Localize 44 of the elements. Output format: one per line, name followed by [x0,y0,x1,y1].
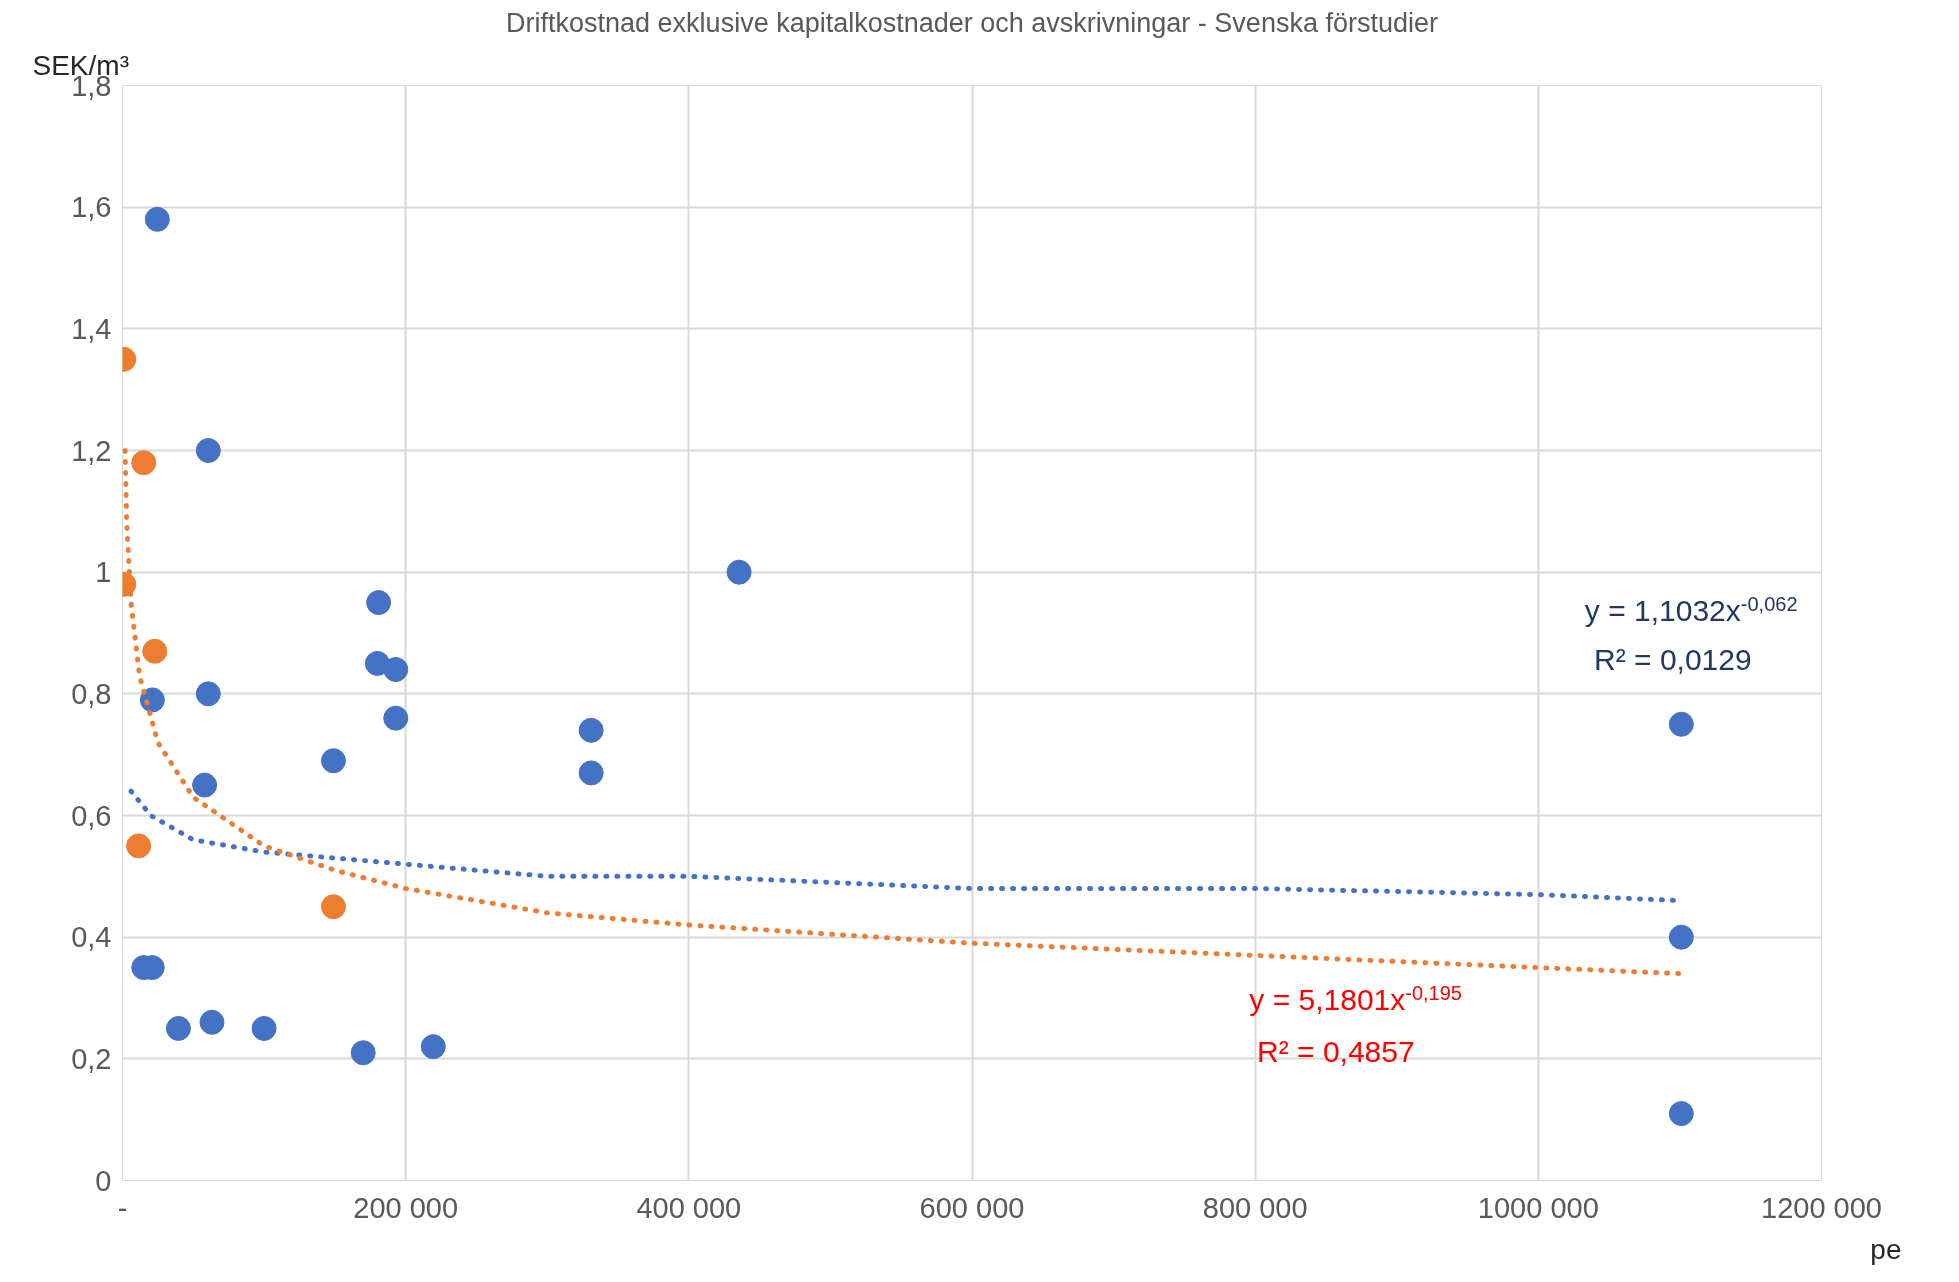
point [350,1040,376,1066]
point [195,438,221,463]
y-tick-label: 0,2 [71,1042,112,1075]
point [578,760,604,786]
y-tick-label: 1 [95,556,112,589]
y-tick-label: 1,2 [71,434,112,467]
point [320,748,346,774]
point [1668,711,1694,737]
chart-title: Driftkostnad exklusive kapitalkostnader och avskrivningar - Svenska förstudier [506,7,1438,38]
point [139,687,165,713]
x-tick-label: 600 000 [919,1191,1025,1224]
point [251,1015,277,1041]
y-tick-label: 0,4 [71,921,112,954]
x-tick-label: 200 000 [353,1191,459,1224]
x-tick-label: 400 000 [636,1191,742,1224]
x-tick-label: - [117,1191,128,1224]
point [383,705,409,731]
point [131,450,157,476]
point [320,894,346,920]
y-tick-label: 0,8 [71,677,112,710]
y-tick-label: 1,4 [71,312,112,345]
x-tick-label: 800 000 [1202,1191,1308,1224]
point [726,559,752,585]
y-tick-label: 0,6 [71,799,112,832]
point [383,657,409,682]
x-tick-label: 1000 000 [1477,1191,1599,1224]
point [165,1015,191,1041]
annotation: R² = 0,0129 [1594,642,1752,676]
x-axis-title: pe [1870,1233,1902,1265]
point [195,681,221,707]
point [1668,1101,1694,1127]
point [420,1034,446,1060]
point [192,772,218,798]
annotation: R² = 0,4857 [1257,1034,1415,1068]
point [366,590,392,616]
y-tick-label: 1,6 [71,191,112,224]
point [126,833,152,859]
point [1668,924,1694,950]
y-tick-label: 0 [95,1164,112,1197]
point [578,717,604,743]
x-tick-label: 1200 000 [1761,1191,1882,1224]
point [144,206,170,232]
point [199,1009,225,1035]
point [142,638,168,664]
